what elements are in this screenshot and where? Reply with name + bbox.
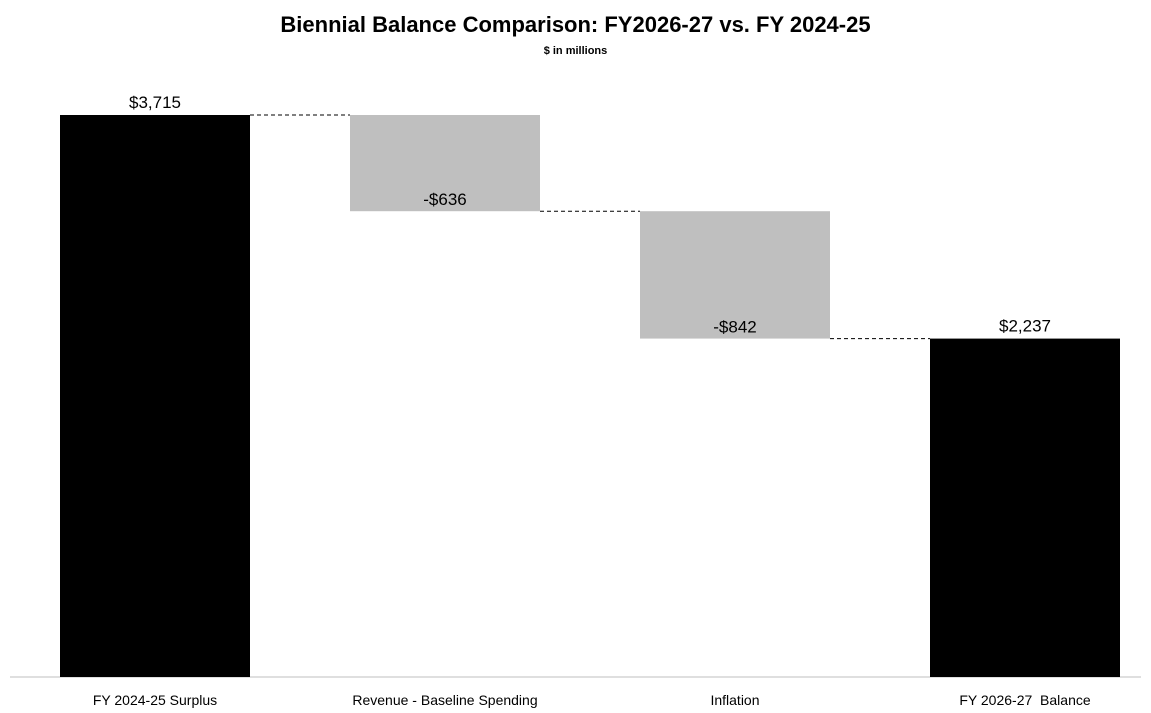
bar-4-total	[930, 338, 1120, 677]
category-label-3: Inflation	[710, 692, 759, 708]
bar-3-change	[640, 211, 830, 339]
bar-1-total	[60, 115, 250, 677]
data-label-3: -$842	[713, 318, 756, 337]
chart-subtitle: $ in millions	[543, 45, 608, 57]
category-label-1: FY 2024-25 Surplus	[93, 692, 217, 708]
chart-title: Biennial Balance Comparison: FY2026-27 v…	[280, 12, 871, 37]
data-label-1: $3,715	[129, 93, 181, 112]
data-label-2: -$636	[423, 190, 466, 209]
category-label-4: FY 2026-27 Balance	[959, 692, 1090, 708]
category-label-2: Revenue - Baseline Spending	[352, 692, 537, 708]
data-label-4: $2,237	[999, 317, 1051, 336]
bar-2-change	[350, 115, 540, 212]
